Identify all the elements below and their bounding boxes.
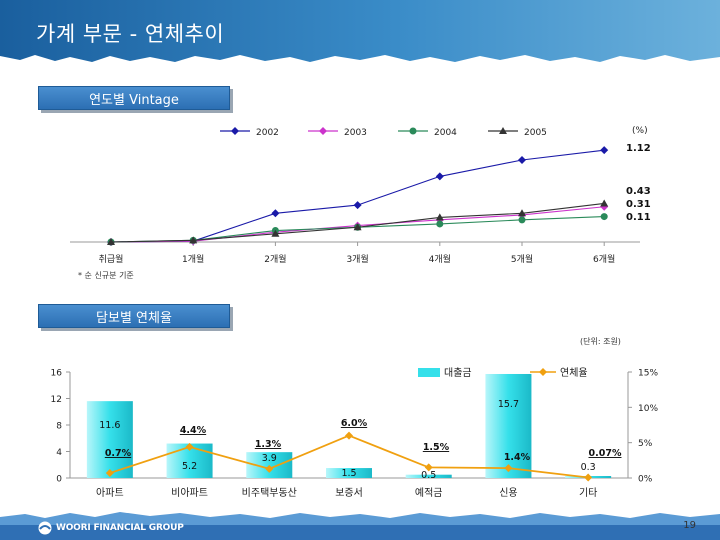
category-label: 기타 [579, 487, 597, 499]
category-label: 비주택부동산 [242, 487, 297, 499]
company-logo: WOORI FINANCIAL GROUP [38, 521, 184, 535]
category-label: 아파트 [96, 487, 124, 499]
chart1-note: * 순 신규분 기준 [78, 271, 134, 280]
vintage-line-chart: 취급월 1개월 2개월 3개월 4개월 5개월 6개월 2002 2003 2004 2005 (%)… [70, 126, 651, 265]
data-point-2005 [107, 238, 115, 245]
x-tick-label: 3개월 [346, 253, 368, 265]
end-value-label: 0.11 [626, 212, 651, 223]
section-collateral-label: 담보별 연체율 [38, 304, 230, 328]
data-point-2003 [600, 202, 609, 211]
bar-value-label: 0.5 [421, 470, 436, 481]
rate-value-label: 1.3% [255, 439, 282, 450]
data-point-2004 [436, 220, 444, 228]
bar-아파트 [86, 401, 133, 478]
data-point-2005 [518, 209, 526, 217]
data-point-2002 [600, 146, 609, 155]
bar-value-label: 1.5 [341, 468, 356, 479]
rate-point [584, 473, 593, 482]
rate-point [105, 469, 114, 478]
legend-line-marker [539, 368, 547, 376]
left-tick-label: 0 [56, 475, 62, 485]
right-tick-label: 0% [638, 475, 653, 485]
section-collateral-text: 담보별 연체율 [96, 310, 172, 326]
bar-value-label: 11.6 [99, 420, 120, 431]
section-vintage-label: 연도별 Vintage [38, 86, 230, 110]
end-value-label: 0.31 [626, 199, 651, 210]
bar-신용 [485, 373, 532, 478]
data-point-2005 [271, 229, 280, 237]
data-point-2005 [353, 223, 362, 231]
legend-marker [499, 127, 507, 134]
x-tick-label: 5개월 [511, 253, 533, 265]
logo-text: WOORI FINANCIAL GROUP [56, 523, 184, 533]
legend-line-label: 연체율 [560, 367, 588, 379]
rate-value-label: 1.5% [423, 442, 450, 453]
torn-edge-decoration [0, 55, 720, 62]
data-point-2004 [518, 216, 526, 224]
header-banner: 가계 부문 - 연체추이 [0, 0, 720, 62]
slide-title: 가계 부문 - 연체추이 [36, 22, 225, 46]
category-label: 비아파트 [171, 487, 208, 499]
legend-marker [409, 127, 417, 135]
legend-marker [231, 127, 239, 135]
rate-value-label: 6.0% [341, 418, 368, 429]
data-point-2004 [600, 213, 608, 221]
legend-label: 2004 [434, 128, 457, 138]
rate-point [265, 464, 274, 473]
x-tick-label: 취급월 [99, 253, 124, 265]
right-tick-label: 10% [638, 404, 658, 414]
legend-marker [319, 127, 327, 135]
x-tick-label: 4개월 [429, 253, 451, 265]
data-point-2002 [435, 172, 444, 181]
legend-label: 2005 [524, 128, 547, 138]
left-tick-label: 4 [56, 448, 62, 458]
category-label: 신용 [499, 487, 517, 499]
rate-point [185, 442, 194, 451]
bar-value-label: 3.9 [262, 453, 277, 464]
data-point-2002 [518, 156, 526, 164]
rate-value-label: 0.07% [589, 448, 622, 459]
legend-label: 2002 [256, 128, 279, 138]
data-point-2002 [353, 201, 362, 210]
bar-value-label: 15.7 [498, 399, 519, 410]
legend-label: 2003 [344, 128, 367, 138]
x-tick-label: 2개월 [264, 253, 286, 265]
left-tick-label: 16 [51, 369, 63, 379]
rate-point [424, 463, 433, 472]
bar-value-label: 5.2 [182, 461, 197, 472]
x-tick-label: 1개월 [182, 253, 204, 265]
data-point-2005 [189, 236, 198, 244]
right-tick-label: 5% [638, 439, 653, 449]
data-point-2002 [271, 209, 280, 218]
bar-보증서 [326, 468, 372, 478]
collateral-combo-chart: 0 4 8 12 16 0% 5% 10% 15% 대출금 연체율 11.6 5.2 3.9 1.5 0.5 1… [51, 367, 659, 499]
rate-value-label: 4.4% [180, 425, 207, 436]
chart2-unit: (단위: 조원) [580, 337, 621, 346]
end-value-label: 0.43 [626, 186, 651, 197]
rate-value-label: 0.7% [105, 448, 132, 459]
left-tick-label: 8 [56, 422, 62, 432]
unit-label: (%) [632, 126, 648, 136]
rate-value-label: 1.4% [504, 452, 531, 463]
bar-예적금 [405, 474, 452, 478]
legend-bar-label: 대출금 [444, 367, 472, 379]
left-tick-label: 12 [51, 395, 62, 405]
data-point-2005 [600, 199, 609, 207]
section-vintage-text: 연도별 Vintage [89, 92, 179, 108]
legend-bar-swatch [418, 368, 440, 377]
rate-point [504, 464, 513, 473]
logo-mark-icon [38, 521, 52, 535]
x-tick-label: 6개월 [593, 253, 615, 265]
bar-value-label: 0.3 [581, 462, 596, 473]
end-value-label: 1.12 [626, 143, 651, 154]
category-label: 예적금 [415, 487, 443, 499]
page-number: 19 [683, 520, 696, 531]
footer-wave [0, 512, 720, 540]
rate-point [345, 431, 353, 440]
data-point-2005 [435, 213, 444, 221]
right-tick-label: 15% [638, 369, 658, 379]
category-label: 보증서 [335, 487, 363, 499]
